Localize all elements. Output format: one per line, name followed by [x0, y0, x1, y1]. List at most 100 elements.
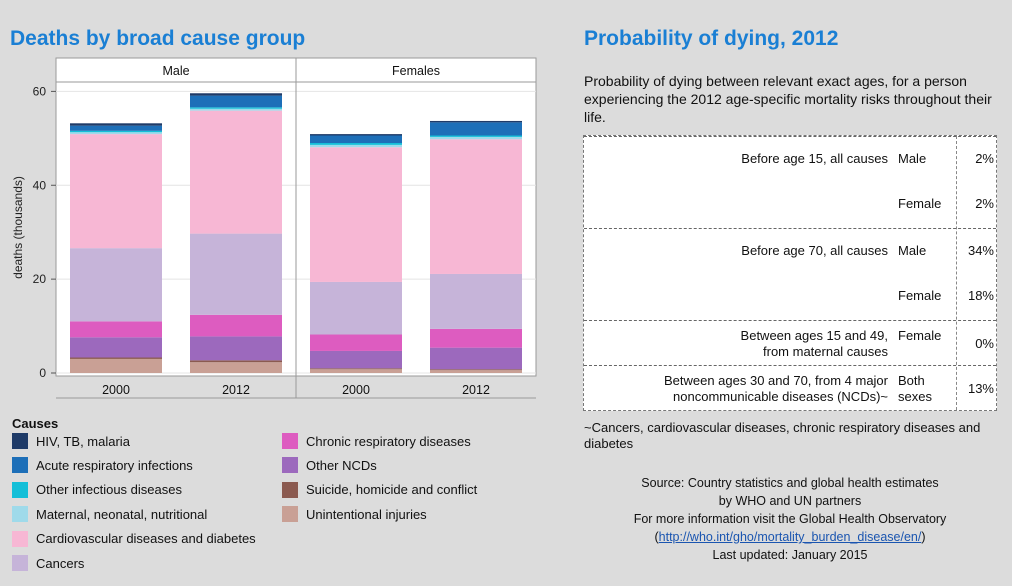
bar-segment: [430, 328, 522, 348]
legend-label: Other NCDs: [306, 457, 377, 473]
legend-swatch: [12, 506, 28, 523]
bar-segment: [430, 369, 522, 371]
legend-item: Suicide, homicide and conflict: [282, 481, 477, 498]
probability-description: Before age 15, all causes: [584, 151, 888, 167]
bar-segment: [430, 370, 522, 373]
y-tick-label: 40: [33, 178, 47, 192]
description-line: from maternal causes: [763, 344, 888, 359]
legend-label: Chronic respiratory diseases: [306, 433, 471, 449]
probability-value: 13%: [967, 381, 994, 396]
x-tick-label: 2000: [102, 383, 130, 397]
probability-value: 2%: [975, 151, 994, 166]
bar-segment: [190, 95, 282, 108]
x-tick-label: 2012: [222, 383, 250, 397]
sex-line: Male: [898, 151, 927, 166]
y-axis-label: deaths (thousands): [11, 176, 25, 279]
bar-segment: [310, 144, 402, 148]
legend-swatch: [282, 457, 298, 474]
bar-segment: [70, 125, 162, 131]
sex-line: Male: [898, 243, 927, 258]
last-updated: Last updated: January 2015: [712, 548, 868, 562]
source-line: Source: Country statistics and global he…: [641, 476, 939, 490]
bar-segment: [430, 122, 522, 136]
legend-swatch: [282, 481, 298, 498]
bar-segment: [70, 337, 162, 358]
legend-item: Other infectious diseases: [12, 481, 182, 498]
sex-line: Female: [898, 328, 942, 343]
probability-footnote: ~Cancers, cardiovascular diseases, chron…: [584, 420, 981, 451]
legend-item: Other NCDs: [282, 457, 377, 474]
bar-segment: [310, 334, 402, 351]
bar-segment: [190, 108, 282, 111]
probability-row: Between ages 15 and 49, from maternal cau…: [584, 320, 996, 365]
description-line: Before age 15, all causes: [741, 151, 888, 166]
legend-item: HIV, TB, malaria: [12, 433, 130, 449]
description-line: Before age 70, all causes: [741, 243, 888, 258]
bar-segment: [190, 362, 282, 373]
legend-swatch: [282, 433, 298, 449]
bar-segment: [190, 110, 282, 234]
bar-segment: [70, 248, 162, 322]
probability-description: Before age 70, all causes: [584, 243, 888, 259]
bar-segment: [70, 321, 162, 338]
bar-segment: [430, 347, 522, 370]
link-paren-open: (: [654, 530, 659, 544]
legend-item: Unintentional injuries: [282, 506, 427, 523]
bar-segment: [310, 281, 402, 335]
probability-sex: Male: [898, 243, 954, 259]
bar-segment: [310, 350, 402, 369]
probability-sex: Both sexes: [898, 373, 954, 405]
legend-label: Cancers: [36, 555, 85, 571]
bar-segment: [430, 139, 522, 274]
y-tick-label: 0: [39, 366, 46, 380]
legend-label: HIV, TB, malaria: [36, 433, 130, 449]
sex-line: Both: [898, 373, 925, 388]
probability-row: Female 18%: [584, 274, 996, 320]
source-link-line: (http://who.int/gho/mortality_burden_dis…: [590, 528, 990, 546]
bar-segment: [190, 336, 282, 361]
probability-sex: Female: [898, 328, 954, 344]
bar-segment: [310, 369, 402, 373]
bar-segment: [70, 123, 162, 126]
legend-swatch: [12, 530, 28, 547]
probability-sex: Male: [898, 151, 954, 167]
legend-item: Cardiovascular diseases and diabetes: [12, 530, 256, 547]
bar-segment: [310, 147, 402, 282]
legend-label: Cardiovascular diseases and diabetes: [36, 531, 256, 547]
bar-segment: [70, 134, 162, 249]
y-tick-label: 60: [33, 84, 47, 98]
probability-value: 34%: [967, 243, 994, 258]
legend-swatch: [282, 506, 298, 523]
gho-link[interactable]: http://who.int/gho/mortality_burden_dise…: [658, 530, 922, 544]
description-line: Between ages 15 and 49,: [740, 328, 888, 343]
source-block: Source: Country statistics and global he…: [590, 474, 990, 564]
probability-row: Female 2%: [584, 182, 996, 228]
bar-segment: [310, 135, 402, 144]
probability-row: Before age 70, all causes Male 34%: [584, 228, 996, 274]
bar-segment: [190, 314, 282, 337]
legend-swatch: [12, 457, 28, 474]
bar-segment: [430, 136, 522, 140]
legend-item: Maternal, neonatal, nutritional: [12, 506, 208, 523]
probability-description: Between ages 30 and 70, from 4 major nonc…: [584, 373, 888, 405]
y-tick-label: 20: [33, 272, 47, 286]
link-paren-close: ): [921, 530, 926, 544]
source-line: by WHO and UN partners: [718, 494, 862, 508]
bar-segment: [310, 143, 402, 145]
legend-label: Acute respiratory infections: [36, 457, 193, 473]
deaths-chart: 0 20 40 60 deaths (thousands) Male 2000 2012 Fem…: [0, 52, 550, 410]
description-line: Between ages 30 and 70, from 4 major: [663, 373, 888, 388]
panel-label: Females: [392, 64, 440, 78]
probability-description: Between ages 15 and 49, from maternal cau…: [584, 328, 888, 360]
x-tick-label: 2012: [462, 383, 490, 397]
legend-label: Maternal, neonatal, nutritional: [36, 506, 208, 522]
chart-title: Deaths by broad cause group: [10, 27, 306, 50]
probability-table: Before age 15, all causes Male 2% Female 2% B…: [583, 135, 997, 411]
panel-label: Male: [162, 64, 189, 78]
bar-segment: [70, 132, 162, 135]
deaths-chart-svg: 0 20 40 60 deaths (thousands) Male 2000 2012 Fem…: [11, 57, 537, 399]
sex-line: sexes: [898, 389, 932, 404]
description-line: noncommunicable diseases (NCDs)~: [673, 389, 888, 404]
probability-intro: Probability of dying between relevant ex…: [584, 73, 992, 125]
bar-segment: [430, 120, 522, 123]
